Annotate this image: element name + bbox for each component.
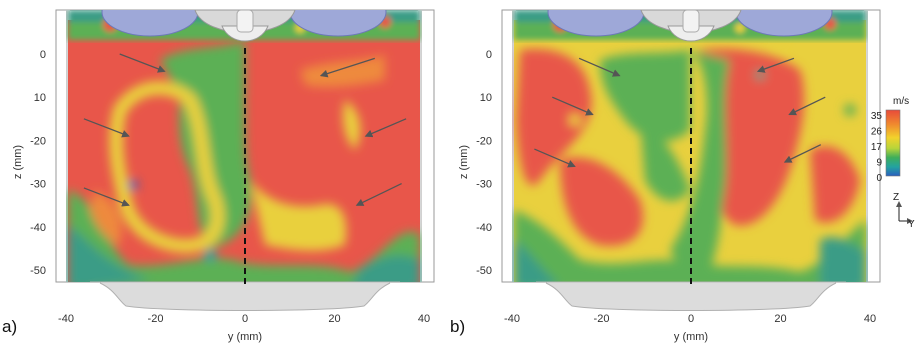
y-tick-label-a: 10 <box>34 92 46 104</box>
flow-arrow-a <box>83 187 130 207</box>
triad-z-label: Z <box>893 192 899 203</box>
x-tick-label-a: -20 <box>148 313 164 325</box>
colorbar-tick-label: 9 <box>876 158 882 169</box>
colorbar-tick-label: 0 <box>876 173 882 184</box>
y-tick-label-a: -50 <box>30 265 46 277</box>
x-tick-label-b: 40 <box>864 313 876 325</box>
colorbar: m/s 35 26 17 9 0 <box>871 96 909 184</box>
y-tick-label-b: -50 <box>476 265 492 277</box>
flow-arrow-b <box>552 96 594 116</box>
y-axis-label-a: z (mm) <box>12 145 24 179</box>
flow-arrow-b <box>534 148 576 168</box>
colorbar-gradient <box>885 109 901 177</box>
colorbar-unit: m/s <box>893 96 909 107</box>
y-tick-label-a: -30 <box>30 179 46 191</box>
colorbar-tick-label: 35 <box>871 111 883 122</box>
flow-arrow-a <box>119 53 166 73</box>
flow-arrow-a <box>355 183 402 206</box>
flow-arrow-b <box>783 144 822 163</box>
cylinder-head-a <box>101 10 387 42</box>
x-tick-label-b: 0 <box>688 313 694 325</box>
x-axis-label-b: y (mm) <box>674 331 708 343</box>
x-tick-label-a: -40 <box>58 313 74 325</box>
flow-arrow-b <box>756 57 795 73</box>
x-tick-label-b: -20 <box>594 313 610 325</box>
triad-y-label: Y <box>908 219 915 230</box>
x-tick-label-a: 20 <box>328 313 340 325</box>
y-tick-label-b: -20 <box>476 135 492 147</box>
cylinder-head-b <box>547 10 833 42</box>
y-tick-label-a: 0 <box>40 49 46 61</box>
x-tick-label-a: 0 <box>242 313 248 325</box>
x-ticks-b: -40 -20 0 20 40 <box>504 313 876 325</box>
panel-label-a: a) <box>2 317 17 336</box>
y-tick-label-b: 0 <box>486 49 492 61</box>
y-ticks-a: 0 10 -20 -30 -40 -50 <box>30 49 46 277</box>
x-tick-label-a: 40 <box>418 313 430 325</box>
colorbar-ticks: 35 26 17 9 0 <box>871 111 883 184</box>
y-tick-label-b: -40 <box>476 222 492 234</box>
y-tick-label-a: -20 <box>30 135 46 147</box>
colorbar-tick-label: 26 <box>871 127 883 138</box>
axis-triad: Z Y <box>893 192 915 230</box>
flow-arrows-b <box>534 57 826 168</box>
flow-arrow-a <box>83 118 130 138</box>
colorbar-tick-label: 17 <box>871 142 883 153</box>
panel-a: -40 -20 0 20 40 0 10 -20 -30 -40 -50 y (mm) z (mm… <box>2 9 435 343</box>
panel-label-b: b) <box>450 317 465 336</box>
flow-arrows-a <box>83 53 407 207</box>
y-axis-label-b: z (mm) <box>458 145 470 179</box>
flow-arrow-a <box>319 57 375 78</box>
x-axis-label-a: y (mm) <box>228 331 262 343</box>
flow-arrow-b <box>578 57 621 77</box>
x-ticks-a: -40 -20 0 20 40 <box>58 313 430 325</box>
flow-arrow-a <box>364 118 407 138</box>
x-tick-label-b: 20 <box>774 313 786 325</box>
x-tick-label-b: -40 <box>504 313 520 325</box>
panel-b: -40 -20 0 20 40 0 10 -20 -30 -40 -50 y (mm) z (mm… <box>450 9 881 343</box>
y-tick-label-b: -30 <box>476 179 492 191</box>
y-tick-label-b: 10 <box>480 92 492 104</box>
flow-arrow-b <box>788 96 826 116</box>
y-ticks-b: 0 10 -20 -30 -40 -50 <box>476 49 492 277</box>
y-tick-label-a: -40 <box>30 222 46 234</box>
